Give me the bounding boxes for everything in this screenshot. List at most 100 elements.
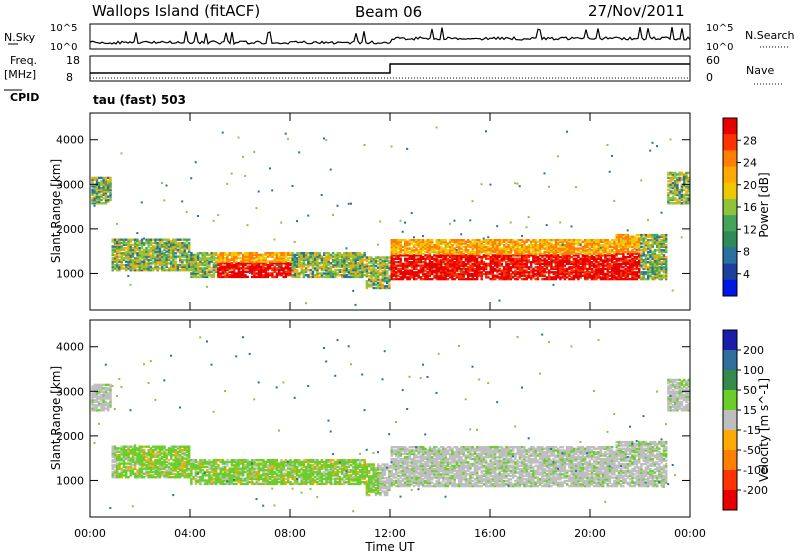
range-cell [451, 247, 454, 250]
range-cell [298, 258, 301, 262]
range-cell [406, 242, 409, 245]
range-cell [320, 194, 323, 196]
range-cell [113, 255, 117, 258]
range-cell [426, 266, 429, 269]
range-cell [581, 269, 585, 272]
range-cell [471, 249, 474, 252]
range-cell [334, 258, 337, 262]
range-cell [390, 274, 393, 277]
range-cell [568, 254, 571, 257]
range-cell [671, 190, 675, 193]
range-cell [680, 173, 684, 176]
range-cell [226, 272, 229, 275]
range-cell [417, 269, 420, 272]
range-cell [280, 252, 283, 255]
range-cell [392, 244, 396, 247]
range-cell [233, 253, 236, 257]
range-cell [413, 264, 416, 267]
range-cell [428, 266, 432, 269]
range-cell [370, 283, 373, 286]
range-cell [676, 180, 679, 183]
range-cell [406, 264, 409, 267]
range-cell [170, 250, 173, 253]
range-cell [113, 448, 117, 452]
range-cell [291, 270, 294, 273]
range-cell [662, 254, 666, 257]
range-cell [487, 249, 490, 252]
range-cell [514, 240, 517, 243]
range-cell [395, 252, 398, 255]
range-cell [93, 188, 96, 191]
range-cell [674, 173, 677, 176]
range-cell [404, 269, 407, 272]
range-cell [395, 240, 398, 243]
range-cell [579, 261, 582, 264]
range-cell [365, 280, 369, 283]
range-cell [561, 254, 564, 257]
range-cell [136, 247, 139, 250]
range-cell [356, 262, 360, 265]
range-cell [129, 245, 132, 248]
range-cell [509, 262, 513, 266]
range-cell [118, 258, 121, 262]
range-cell [656, 242, 659, 245]
range-cell [494, 262, 497, 266]
range-cell [302, 268, 306, 272]
range-cell [359, 274, 362, 277]
range-cell [512, 257, 515, 260]
range-cell [125, 269, 128, 272]
range-cell [509, 257, 513, 260]
range-cell [212, 272, 216, 275]
range-cell [473, 272, 477, 276]
range-cell [206, 253, 209, 257]
range-cell [629, 235, 632, 238]
range-cell [662, 250, 666, 254]
range-cell [417, 254, 420, 257]
range-cell [683, 176, 686, 180]
range-cell [644, 272, 648, 276]
range-cell [518, 272, 522, 276]
range-cell [127, 454, 130, 457]
range-cell [300, 263, 303, 267]
range-cell [593, 266, 596, 269]
range-cell [95, 195, 99, 198]
range-cell [127, 258, 130, 262]
range-cell [647, 245, 650, 249]
range-cell [424, 242, 427, 245]
range-cell [446, 254, 450, 257]
range-cell [118, 245, 121, 248]
range-cell [588, 266, 591, 269]
range-cell [260, 262, 263, 265]
range-cell [624, 235, 627, 238]
range-cell [671, 198, 675, 202]
range-cell [158, 241, 162, 245]
range-cell [417, 271, 420, 274]
range-cell [649, 262, 652, 266]
range-cell [325, 260, 328, 263]
range-cell [604, 250, 607, 254]
range-cell [127, 257, 130, 260]
range-cell [194, 272, 198, 275]
range-cell [613, 269, 616, 272]
range-cell [491, 269, 495, 272]
range-cell [509, 259, 513, 262]
range-cell [111, 464, 114, 467]
range-cell [460, 254, 463, 257]
range-cell [426, 276, 429, 279]
range-cell [273, 270, 276, 273]
range-cell [453, 252, 456, 255]
range-cell [665, 233, 668, 237]
range-cell [428, 274, 432, 277]
range-cell [644, 242, 648, 245]
range-cell [431, 269, 434, 272]
range-cell [491, 242, 495, 245]
range-cell [334, 262, 337, 265]
range-cell [579, 267, 582, 271]
range-cell [631, 276, 634, 279]
range-cell [395, 264, 398, 267]
range-cell [210, 257, 213, 260]
range-cell [221, 272, 225, 275]
range-cell [669, 173, 672, 176]
range-cell [509, 274, 513, 277]
range-cell [370, 278, 373, 281]
